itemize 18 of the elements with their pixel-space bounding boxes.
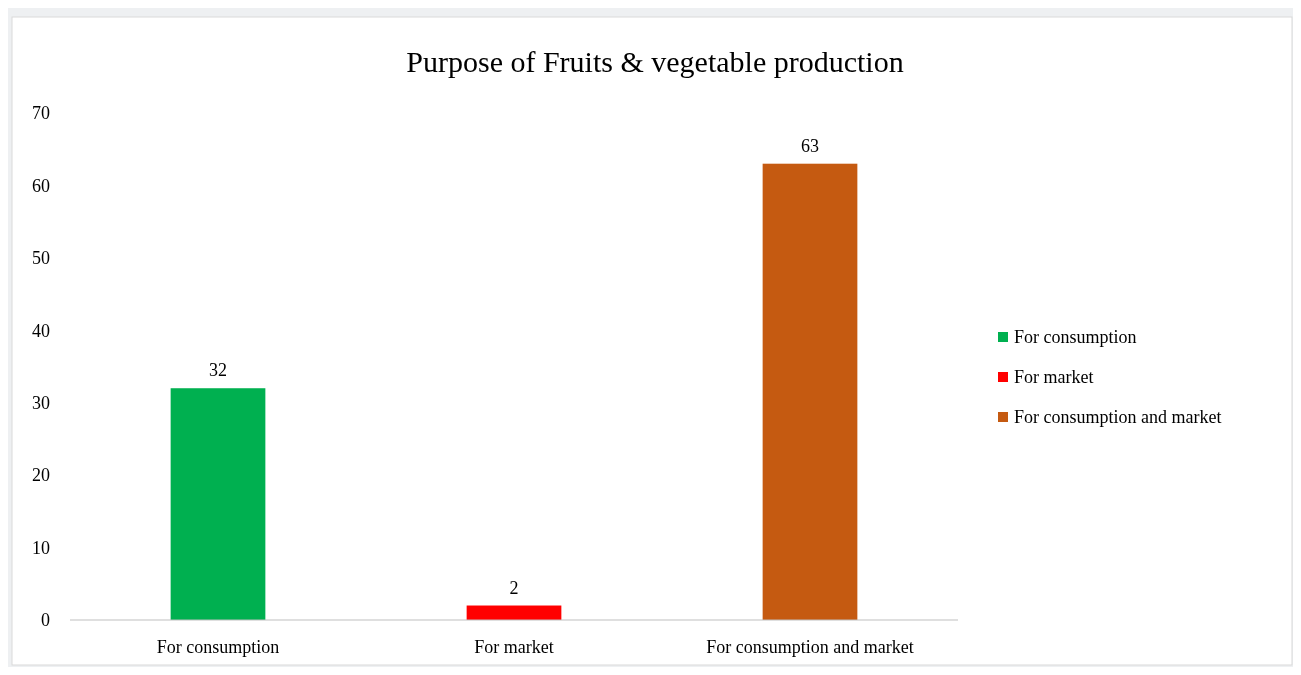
data-label: 32: [209, 360, 227, 381]
legend-label: For consumption and market: [1014, 407, 1222, 428]
y-tick-label: 0: [41, 610, 50, 631]
y-tick-label: 10: [32, 537, 50, 558]
y-tick-label: 20: [32, 465, 50, 486]
data-label: 2: [509, 577, 519, 598]
data-label: 63: [801, 135, 819, 156]
y-tick-label: 30: [32, 393, 50, 414]
y-tick-label: 40: [32, 320, 50, 341]
legend-label: For market: [1014, 367, 1094, 388]
y-tick-label: 50: [32, 248, 50, 269]
chart-title: Purpose of Fruits & vegetable production: [406, 45, 904, 78]
x-tick-label: For consumption: [156, 637, 280, 657]
x-tick-label: For market: [474, 637, 554, 657]
y-tick-label: 70: [32, 103, 50, 124]
x-tick-label: For consumption and market: [706, 637, 914, 657]
legend-label: For consumption: [1014, 327, 1137, 348]
y-tick-label: 60: [32, 175, 50, 196]
